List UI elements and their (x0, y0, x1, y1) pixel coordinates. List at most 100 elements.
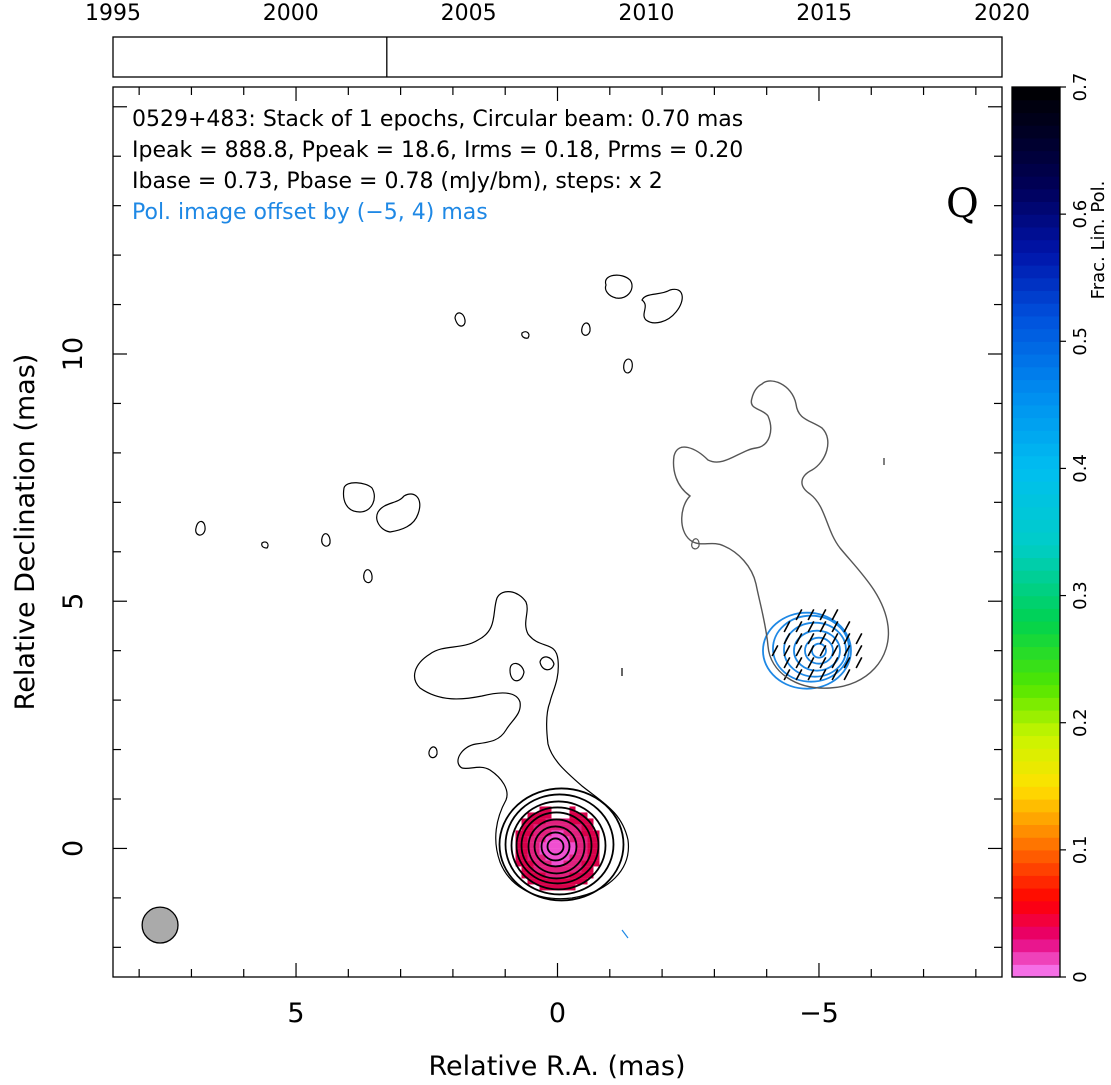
colorbar-band (1012, 99, 1060, 114)
frac-pol-pixel (569, 848, 576, 855)
colorbar-band (1012, 252, 1060, 266)
frac-pol-pixel (557, 878, 564, 885)
frac-pol-pixel (575, 842, 582, 849)
contour-blob (539, 656, 555, 671)
evpa-vector (807, 656, 815, 669)
frac-pol-pixel (545, 812, 552, 819)
colorbar-band (1012, 379, 1060, 393)
colorbar-band (1012, 417, 1060, 431)
colorbar-tick-label: 0.3 (1070, 581, 1091, 610)
y-tick-label: 10 (58, 337, 89, 371)
evpa-vector (783, 632, 791, 645)
evpa-vector (795, 620, 803, 633)
frac-pol-pixel (569, 836, 576, 843)
frac-pol-pixel (563, 878, 570, 885)
frac-pol-pixel (539, 860, 546, 867)
contour-blob (454, 312, 466, 327)
frac-pol-pixel (593, 842, 600, 849)
x-tick-label: 5 (287, 998, 304, 1029)
colorbar-band (1012, 443, 1060, 457)
frac-pol-pixel (521, 836, 528, 843)
frac-pol-pixel (587, 830, 594, 837)
frac-pol-pixel (563, 842, 570, 849)
frac-pol-pixel (527, 830, 534, 837)
colorbar-band (1012, 964, 1060, 978)
frac-pol-pixel (533, 860, 540, 867)
frac-pol-pixel (557, 818, 564, 825)
colorbar-band (1012, 570, 1060, 584)
evpa-vector (843, 620, 851, 633)
colorbar-band (1012, 481, 1060, 495)
frac-pol-pixel (533, 854, 540, 861)
frac-pol-pixel (557, 872, 564, 879)
frac-pol-pixel (581, 860, 588, 867)
frac-pol-pixel (587, 872, 594, 879)
frac-pol-pixel (575, 854, 582, 861)
colorbar-band (1012, 392, 1060, 406)
epoch-timeline: 1995 2000 2005 2010 2015 2020 (85, 1, 1030, 78)
timeline-frame (112, 36, 1003, 78)
timeline-year-label: 1995 (85, 1, 141, 26)
evpa-vector (819, 644, 827, 657)
frac-pol-pixel (557, 860, 564, 867)
frac-pol-pixel (593, 860, 600, 867)
evpa-vector (819, 632, 827, 645)
colorbar-band (1012, 519, 1060, 533)
frac-pol-pixel (551, 824, 558, 831)
colorbar-band (1012, 557, 1060, 571)
frac-pol-pixel (575, 818, 582, 825)
frac-pol-pixel (563, 854, 570, 861)
frac-pol-pixel (545, 854, 552, 861)
y-axis-label: Relative Declination (mas) (10, 354, 41, 711)
contour-blob (195, 520, 206, 536)
colorbar-band (1012, 849, 1060, 864)
timeline-year-label: 2010 (618, 1, 674, 26)
pol-contour (783, 621, 847, 678)
colorbar-band (1012, 938, 1060, 953)
contour-blob (581, 322, 591, 336)
frac-pol-pixel (539, 824, 546, 831)
frac-pol-pixel (551, 878, 558, 885)
intensity-contour (510, 800, 607, 891)
colorbar-tick-label: 0.4 (1070, 454, 1091, 483)
frac-pol-pixel (575, 872, 582, 879)
frac-pol-pixel (533, 878, 540, 885)
frac-pol-pixel (563, 866, 570, 873)
colorbar-band (1012, 926, 1060, 940)
contour-blob (428, 746, 438, 759)
frac-pol-pixel (563, 836, 570, 843)
frac-pol-pixel (581, 854, 588, 861)
y-tick-label: 0 (58, 840, 89, 857)
colorbar-band (1012, 328, 1060, 342)
frac-pol-pixel (539, 854, 546, 861)
intensity-contour (515, 806, 600, 885)
frac-pol-pixel (527, 860, 534, 867)
frac-pol-pixel (581, 824, 588, 831)
frac-pol-pixel (533, 830, 540, 837)
frac-pol-pixel (581, 872, 588, 879)
frac-pol-pixel (587, 824, 594, 831)
evpa-vector (843, 632, 851, 645)
frac-pol-pixel (527, 842, 534, 849)
colorbar-tick-label: 0 (1070, 971, 1091, 982)
frac-pol-pixel (587, 842, 594, 849)
colorbar-band (1012, 87, 1060, 101)
colorbar-band (1012, 303, 1060, 317)
colorbar-band (1012, 214, 1060, 228)
colorbar-band (1012, 506, 1060, 520)
frac-pol-pixel (563, 830, 570, 837)
colorbar-band (1012, 468, 1060, 482)
frac-pol-pixel (569, 842, 576, 849)
contour-blob (621, 929, 629, 939)
frac-pol-pixel (533, 848, 540, 855)
colorbar-band (1012, 760, 1060, 775)
frac-pol-pixel (545, 872, 552, 879)
evpa-vector (807, 632, 815, 645)
offset-note: Pol. image offset by (−5, 4) mas (132, 200, 488, 225)
colorbar-band (1012, 125, 1060, 139)
colorbar-band (1012, 875, 1060, 889)
frac-pol-pixel (569, 824, 576, 831)
colorbar-band (1012, 735, 1060, 749)
frac-pol-pixel (593, 848, 600, 855)
